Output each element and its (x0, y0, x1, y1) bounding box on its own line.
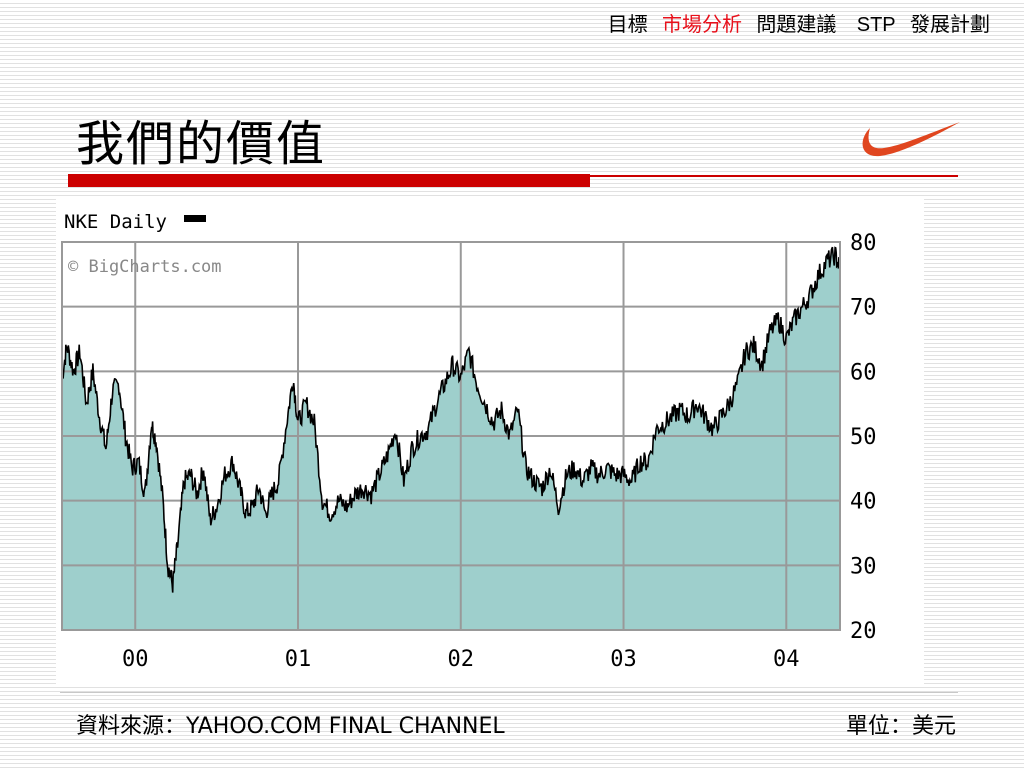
y-tick-label: 40 (850, 490, 877, 515)
plot-frame (61, 241, 841, 631)
footer-divider (60, 692, 958, 693)
data-source-note: 資料來源：YAHOO.COM FINAL CHANNEL (76, 714, 505, 739)
y-tick-label: 50 (850, 425, 877, 450)
chart-title: NKE Daily (64, 211, 167, 233)
chart-watermark: © BigCharts.com (68, 257, 222, 277)
nav-item-goals[interactable]: 目標 (607, 12, 648, 36)
nav-item-stp[interactable]: STP (856, 14, 896, 36)
nav-item-plan[interactable]: 發展計劃 (910, 12, 990, 36)
stock-chart-svg: NKE Daily © BigCharts.com 80 70 60 50 40 30 20 00… (61, 211, 877, 672)
nav-item-suggestions[interactable]: 問題建議 (756, 12, 837, 36)
y-tick-label: 80 (850, 231, 877, 256)
x-tick-label: 01 (285, 647, 312, 672)
stock-chart: NKE Daily © BigCharts.com 80 70 60 50 40 30 20 00… (56, 198, 924, 684)
top-nav: 目標 市場分析 問題建議 STP 發展計劃 (600, 8, 990, 37)
y-tick-label: 60 (850, 360, 877, 385)
x-tick-label: 02 (448, 647, 475, 672)
legend-swatch (184, 215, 206, 222)
page-title: 我們的價值 (76, 116, 327, 172)
y-tick-label: 20 (850, 619, 877, 644)
nav-item-market-analysis[interactable]: 市場分析 (662, 12, 743, 36)
title-divider-line (590, 175, 958, 177)
price-line (61, 246, 841, 593)
title-accent-bar (68, 174, 590, 187)
x-tick-label: 04 (773, 647, 800, 672)
x-tick-label: 00 (122, 647, 149, 672)
y-tick-label: 70 (850, 296, 877, 321)
x-tick-label: 03 (610, 647, 637, 672)
price-area (62, 247, 840, 630)
nike-swoosh-icon (862, 122, 960, 157)
unit-note: 單位：美元 (845, 714, 956, 739)
y-tick-label: 30 (850, 554, 877, 579)
